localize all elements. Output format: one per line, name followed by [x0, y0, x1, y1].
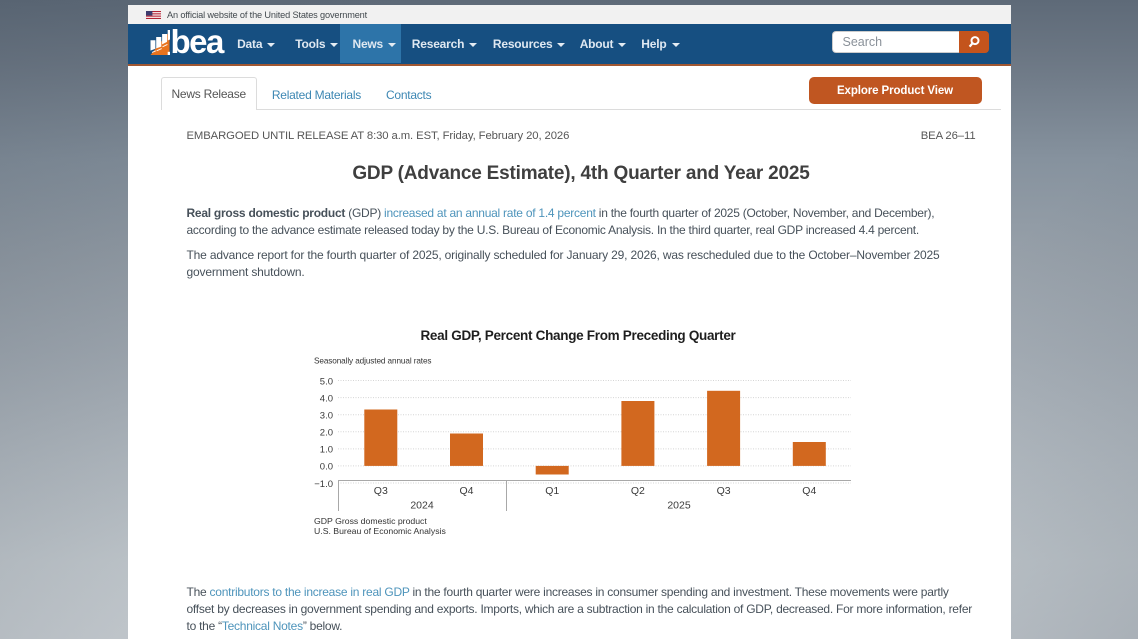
svg-text:3.0: 3.0 [320, 410, 333, 421]
svg-text:U.S. Bureau of Economic Analys: U.S. Bureau of Economic Analysis [314, 526, 446, 536]
svg-text:4.0: 4.0 [320, 393, 333, 404]
svg-text:Q3: Q3 [717, 485, 731, 497]
svg-text:2024: 2024 [410, 499, 434, 511]
svg-text:Q4: Q4 [459, 485, 473, 497]
svg-text:−1.0: −1.0 [314, 478, 333, 489]
svg-text:5.0: 5.0 [320, 376, 333, 387]
svg-text:Q3: Q3 [374, 485, 388, 497]
svg-text:Q4: Q4 [802, 485, 816, 497]
svg-text:2025: 2025 [667, 499, 691, 511]
svg-text:0.0: 0.0 [320, 461, 333, 472]
svg-text:Real GDP, Percent Change From: Real GDP, Percent Change From Preceding … [420, 328, 736, 343]
svg-text:Q2: Q2 [631, 485, 645, 497]
svg-text:2.0: 2.0 [320, 427, 333, 438]
svg-text:Q1: Q1 [545, 485, 559, 497]
svg-text:GDP Gross domestic product: GDP Gross domestic product [314, 516, 427, 526]
svg-text:1.0: 1.0 [320, 444, 333, 455]
svg-text:Seasonally adjusted annual rat: Seasonally adjusted annual rates [314, 356, 431, 365]
